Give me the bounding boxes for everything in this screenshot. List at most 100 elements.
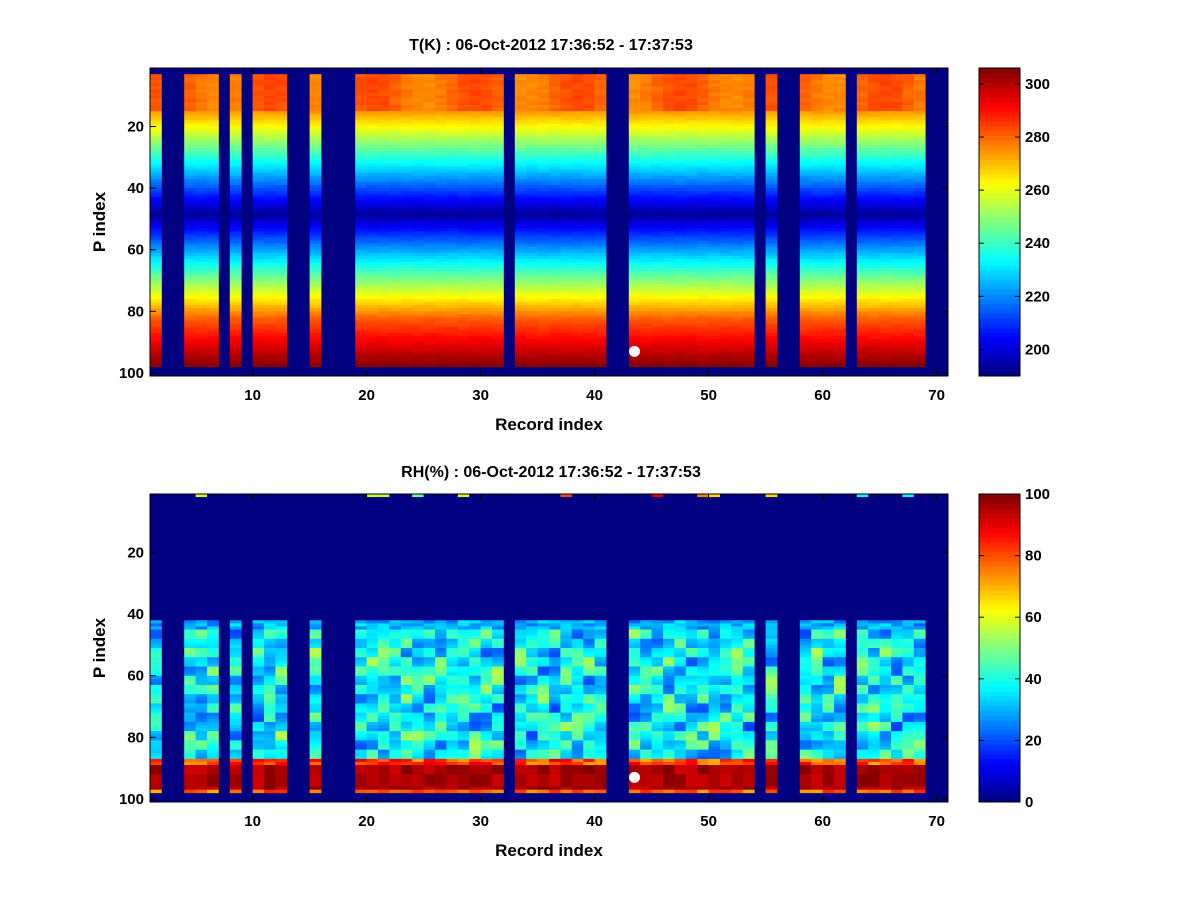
heatmap-cell — [902, 286, 915, 291]
heatmap-cell — [834, 339, 846, 343]
heatmap-cell — [229, 138, 242, 143]
heatmap-cell — [902, 271, 915, 275]
heatmap-cell — [366, 299, 379, 303]
heatmap-cell — [742, 86, 755, 90]
heatmap-cell — [480, 228, 493, 232]
heatmap-cell — [822, 345, 835, 349]
heatmap-cell — [731, 320, 744, 325]
heatmap-cell — [811, 151, 823, 155]
heatmap-cell — [902, 129, 915, 134]
heatmap-cell — [697, 101, 709, 106]
heatmap-cell — [309, 234, 322, 238]
heatmap-cell — [560, 360, 573, 365]
heatmap-cell — [252, 104, 265, 109]
heatmap-cell — [457, 172, 470, 177]
heatmap-cell — [526, 95, 538, 100]
heatmap-cell — [195, 332, 208, 337]
heatmap-cell — [252, 157, 265, 161]
heatmap-cell — [549, 292, 561, 297]
heatmap-cell — [742, 289, 755, 294]
heatmap-cell — [765, 271, 778, 275]
heatmap-cell — [549, 243, 561, 248]
heatmap-cell — [195, 92, 208, 97]
heatmap-cell — [571, 363, 584, 368]
heatmap-cell — [389, 249, 402, 254]
heatmap-cell — [685, 292, 698, 297]
heatmap-cell — [811, 145, 823, 149]
heatmap-cell — [229, 169, 242, 174]
heatmap-cell — [457, 145, 470, 149]
heatmap-cell — [868, 363, 880, 368]
heatmap-cell — [628, 305, 641, 309]
heatmap-cell — [628, 157, 641, 161]
heatmap-cell — [731, 209, 744, 214]
heatmap-cell — [834, 255, 846, 260]
heatmap-cell — [822, 252, 835, 257]
heatmap-cell — [799, 222, 812, 226]
heatmap-cell — [811, 101, 823, 106]
heatmap-cell — [708, 203, 721, 207]
heatmap-cell — [765, 212, 778, 217]
heatmap-cell — [697, 345, 709, 349]
heatmap-cell — [674, 320, 687, 325]
heatmap-cell — [628, 181, 641, 186]
heatmap-cell — [184, 83, 196, 87]
heatmap-cell — [412, 172, 424, 177]
heatmap-cell — [526, 265, 538, 269]
heatmap-cell — [549, 323, 561, 328]
heatmap-cell — [685, 265, 698, 269]
heatmap-cell — [309, 280, 322, 284]
heatmap-cell — [389, 86, 402, 90]
heatmap-cell — [400, 95, 413, 100]
heatmap-cell — [549, 209, 561, 214]
heatmap-cell — [891, 169, 903, 174]
heatmap-cell — [389, 175, 402, 180]
heatmap-cell — [366, 166, 379, 171]
heatmap-cell — [207, 265, 219, 269]
heatmap-cell — [879, 108, 892, 112]
heatmap-cell — [640, 252, 652, 257]
heatmap-cell — [526, 185, 538, 189]
heatmap-cell — [822, 277, 835, 281]
heatmap-cell — [731, 181, 744, 186]
heatmap-cell — [685, 354, 698, 358]
heatmap-cell — [435, 175, 447, 180]
heatmap-cell — [184, 252, 196, 257]
heatmap-cell — [378, 274, 390, 278]
heatmap-cell — [537, 188, 550, 192]
heatmap-cell — [799, 252, 812, 257]
heatmap-cell — [309, 148, 322, 152]
heatmap-cell — [229, 126, 242, 130]
heatmap-cell — [765, 317, 778, 321]
heatmap-cell — [400, 271, 413, 275]
heatmap-cell — [400, 320, 413, 325]
heatmap-cell — [879, 323, 892, 328]
heatmap-cell — [309, 123, 322, 127]
heatmap-cell — [435, 292, 447, 297]
heatmap-cell — [252, 83, 265, 87]
heatmap-cell — [799, 335, 812, 340]
heatmap-cell — [742, 249, 755, 254]
heatmap-cell — [708, 222, 721, 226]
heatmap-cell — [355, 151, 367, 155]
heatmap-cell — [412, 295, 424, 300]
heatmap-cell — [252, 169, 265, 174]
heatmap-cell — [480, 311, 493, 315]
heatmap-cell — [891, 95, 903, 100]
heatmap-cell — [640, 120, 652, 124]
heatmap-cell — [571, 348, 584, 352]
heatmap-cell — [674, 231, 687, 235]
heatmap-cell — [891, 311, 903, 315]
heatmap-cell — [469, 111, 481, 115]
heatmap-cell — [560, 160, 573, 164]
heatmap-cell — [412, 80, 424, 84]
heatmap-cell — [549, 295, 561, 300]
heatmap-column — [799, 68, 812, 368]
heatmap-cell — [765, 231, 778, 235]
heatmap-cell — [663, 80, 675, 84]
heatmap-cell — [457, 249, 470, 254]
heatmap-cell — [252, 185, 265, 189]
heatmap-cell — [435, 145, 447, 149]
heatmap-cell — [697, 77, 709, 81]
heatmap-cell — [355, 311, 367, 315]
